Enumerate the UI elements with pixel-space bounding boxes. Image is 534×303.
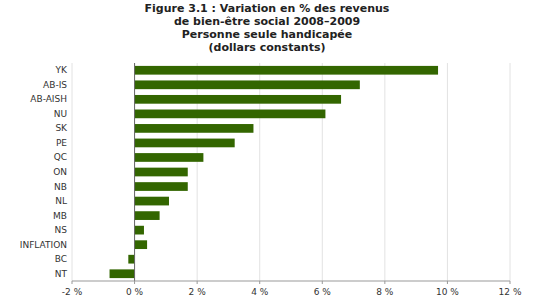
grid-line <box>72 63 73 281</box>
title-line: de bien-être social 2008–2009 <box>174 15 360 28</box>
x-tick <box>134 281 135 284</box>
bar <box>135 80 360 89</box>
title-line: (dollars constants) <box>208 41 325 54</box>
bar <box>128 255 134 264</box>
y-tick-label: NS <box>55 225 68 235</box>
y-tick-label: NU <box>54 109 67 119</box>
x-tick <box>384 281 385 284</box>
grid-line <box>384 63 385 281</box>
title-line: Personne seule handicapée <box>182 28 352 41</box>
title-line: Figure 3.1 : Variation en % des revenus <box>145 2 390 15</box>
x-tick-label: 8 % <box>376 287 394 297</box>
x-tick-label: 6 % <box>314 287 332 297</box>
x-tick <box>259 281 260 284</box>
x-tick <box>447 281 448 284</box>
bar <box>135 226 144 235</box>
x-tick-label: 12 % <box>499 287 522 297</box>
y-tick-label: BC <box>55 254 67 264</box>
bar <box>135 95 341 104</box>
y-tick-label: PE <box>56 138 67 148</box>
x-tick <box>72 281 73 284</box>
y-tick-label: NL <box>55 196 67 206</box>
grid-line <box>134 63 135 281</box>
bar <box>110 269 135 278</box>
x-tick <box>510 281 511 284</box>
y-tick-label: NB <box>54 182 67 192</box>
bar <box>135 211 160 220</box>
x-tick <box>197 281 198 284</box>
chart-container: Figure 3.1 : Variation en % des revenusd… <box>0 0 534 303</box>
bar <box>135 168 188 177</box>
bar <box>135 182 188 191</box>
bar <box>135 197 169 206</box>
y-tick-label: MB <box>53 211 67 221</box>
y-tick-label: SK <box>55 123 68 133</box>
y-tick-label: ON <box>53 167 67 177</box>
title: Figure 3.1 : Variation en % des revenusd… <box>145 2 390 54</box>
y-tick-label: YK <box>55 65 68 75</box>
y-tick-label: INFLATION <box>20 240 67 250</box>
x-tick-label: 4 % <box>251 287 269 297</box>
x-tick-label: 10 % <box>436 287 459 297</box>
x-tick-label: -2 % <box>62 287 83 297</box>
bar <box>135 240 148 249</box>
plot: -2 % 0 % 2 % 4 % 6 % 8 % 10 % 12 % YK AB-IS AB-AIS… <box>20 63 522 297</box>
bars <box>110 66 439 278</box>
x-axis-line <box>72 281 510 282</box>
x-tick-label: 2 % <box>189 287 207 297</box>
x-tick-label: 0 % <box>126 287 144 297</box>
x-tick <box>322 281 323 284</box>
bar <box>135 139 235 148</box>
bar <box>135 110 326 119</box>
y-tick-label: QC <box>54 152 67 162</box>
y-tick-label: NT <box>55 269 68 279</box>
bar <box>135 66 438 75</box>
bar <box>135 153 204 162</box>
chart: Figure 3.1 : Variation en % des revenusd… <box>0 0 534 303</box>
zero-line <box>134 63 135 281</box>
y-tick-label: AB-IS <box>43 80 67 90</box>
grid-line <box>447 63 448 281</box>
y-tick-label: AB-AISH <box>30 94 67 104</box>
grid-line <box>510 63 511 281</box>
bar <box>135 124 254 133</box>
